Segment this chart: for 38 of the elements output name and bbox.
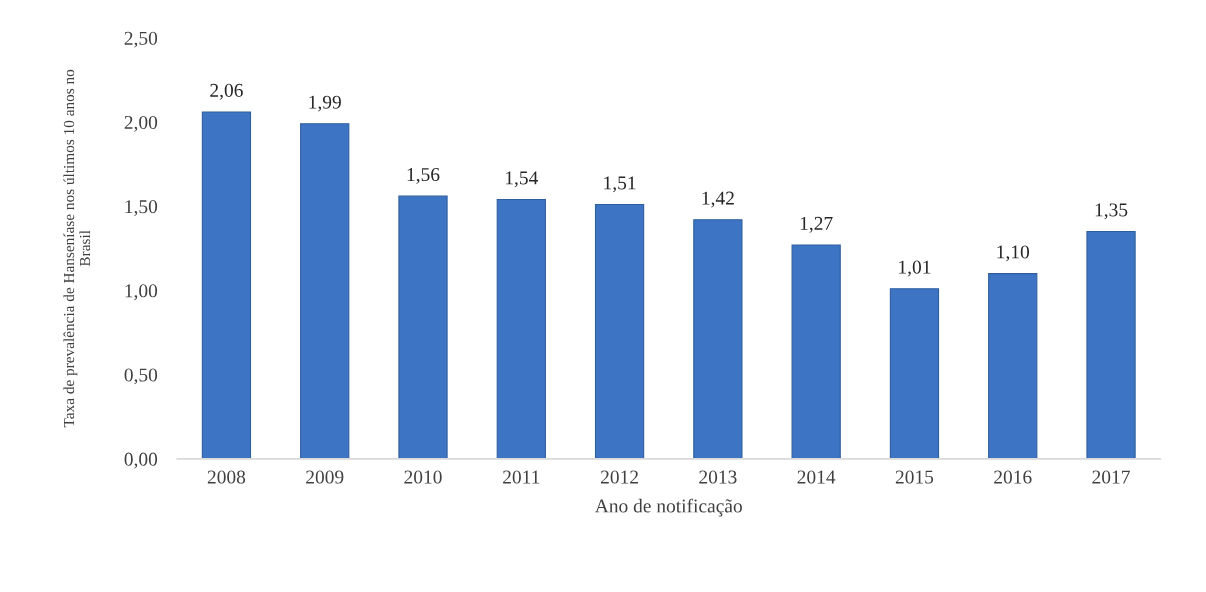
data-label: 2,06 <box>210 83 243 100</box>
x-tick-label: 2017 <box>1092 470 1130 484</box>
y-axis-title: Taxa de prevalência de Hanseníase nos últimos 10 anos no Brasil <box>63 69 91 428</box>
data-label: 1,01 <box>899 260 931 277</box>
x-tick-label: 2015 <box>895 470 934 484</box>
y-tick-label: 2,00 <box>124 115 158 132</box>
x-tick-label: 2012 <box>600 470 638 484</box>
y-tick-label: 2,50 <box>124 31 158 48</box>
x-tick-label: 2013 <box>699 470 737 484</box>
bar <box>594 204 645 459</box>
data-label: 1,99 <box>309 95 341 112</box>
x-tick-label: 2008 <box>207 470 246 484</box>
x-tick-label: 2016 <box>994 470 1032 484</box>
y-tick-label: 0,50 <box>124 368 158 385</box>
data-label: 1,56 <box>407 168 440 184</box>
x-tick-label: 2011 <box>503 470 540 484</box>
x-axis-title: Ano de notificação <box>594 498 742 517</box>
data-label: 1,35 <box>1095 203 1128 220</box>
y-tick-label: 1,00 <box>125 284 158 301</box>
data-label: 1,10 <box>997 245 1030 262</box>
bar <box>693 219 743 459</box>
y-tick-label: 1,50 <box>125 200 158 216</box>
data-label: 1,27 <box>800 216 833 233</box>
x-tick-label: 2014 <box>797 470 836 484</box>
bar <box>398 195 448 459</box>
bar <box>889 288 940 459</box>
bar <box>496 198 546 459</box>
data-label: 1,54 <box>505 171 538 188</box>
data-label: 1,42 <box>702 191 734 208</box>
bar <box>300 123 350 459</box>
bar <box>791 244 841 459</box>
data-label: 1,51 <box>604 176 636 193</box>
bar <box>1086 230 1136 459</box>
y-tick-label: 0,00 <box>124 452 158 469</box>
bar <box>988 273 1038 459</box>
x-tick-label: 2010 <box>404 470 442 484</box>
bar <box>201 111 252 459</box>
x-tick-label: 2009 <box>306 470 344 484</box>
